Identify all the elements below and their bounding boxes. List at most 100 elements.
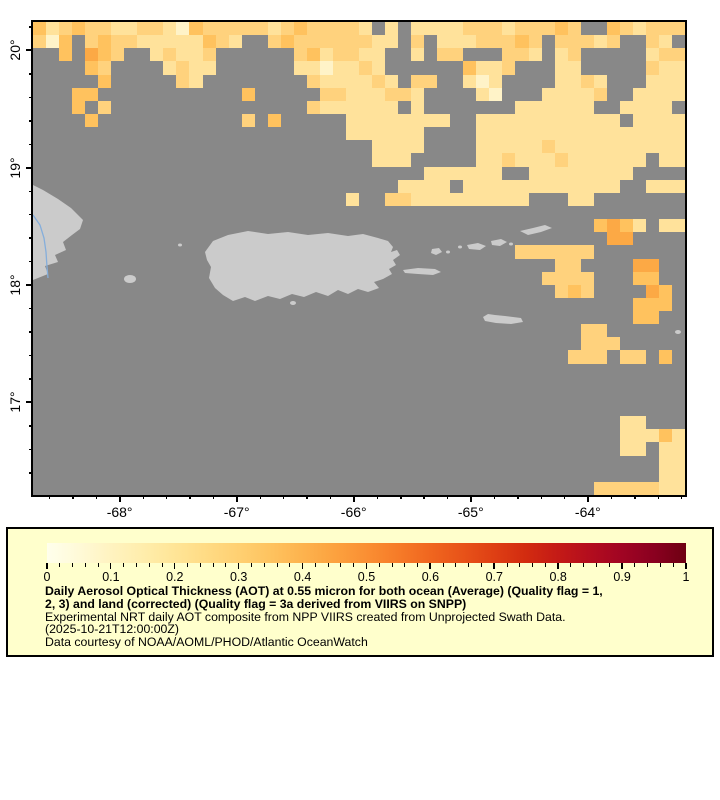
colorbar-major-tick bbox=[237, 563, 240, 569]
aot-cell bbox=[581, 101, 594, 114]
aot-cell bbox=[85, 35, 98, 48]
aot-cell bbox=[176, 48, 189, 61]
aot-cell bbox=[646, 88, 659, 101]
aot-cell bbox=[411, 180, 424, 193]
aot-cell bbox=[633, 101, 646, 114]
aot-cell bbox=[633, 153, 646, 167]
colorbar-minor-tick bbox=[570, 563, 572, 567]
aot-cell bbox=[137, 22, 150, 35]
aot-cell bbox=[424, 193, 437, 206]
lon-minor-tick bbox=[493, 495, 496, 499]
aot-cell bbox=[411, 48, 424, 61]
aot-cell bbox=[137, 35, 150, 48]
colorbar-minor-tick bbox=[583, 563, 585, 567]
aot-cell bbox=[568, 35, 581, 48]
aot-cell bbox=[476, 127, 489, 140]
aot-cell bbox=[646, 259, 659, 272]
aot-cell bbox=[659, 219, 672, 232]
aot-cell bbox=[646, 298, 659, 311]
hispaniola-landmass bbox=[33, 185, 83, 280]
lat-tick-label: 19° bbox=[7, 156, 23, 179]
aot-cell bbox=[633, 127, 646, 140]
aot-cell bbox=[320, 61, 333, 75]
lat-major-tick bbox=[26, 166, 33, 169]
lon-major-tick bbox=[469, 495, 472, 502]
lon-minor-tick bbox=[72, 495, 74, 499]
aot-cell bbox=[307, 75, 320, 88]
aot-cell bbox=[659, 442, 672, 456]
lat-minor-tick bbox=[29, 307, 33, 310]
aot-cell bbox=[450, 48, 463, 61]
aot-cell bbox=[581, 167, 594, 180]
aot-cell bbox=[620, 429, 633, 442]
lon-tick-label: -66° bbox=[340, 504, 367, 520]
aot-cell bbox=[359, 75, 372, 88]
lat-major-tick bbox=[26, 283, 33, 286]
aot-cell bbox=[568, 259, 581, 272]
aot-cell bbox=[568, 140, 581, 153]
aot-cell bbox=[659, 482, 672, 495]
aot-cell bbox=[659, 35, 672, 48]
aot-cell bbox=[111, 48, 124, 61]
legend-box: 0 0.1 0.2 0.3 0.4 0.5 0.6 0.7 0.8 0.9 1 Daily Aero… bbox=[6, 527, 714, 657]
aot-cell bbox=[529, 167, 542, 180]
colorbar-minor-tick bbox=[314, 563, 316, 567]
colorbar-tick-label: 1 bbox=[682, 570, 690, 584]
aot-cell bbox=[581, 75, 594, 88]
aot-cell bbox=[437, 114, 450, 127]
aot-cell bbox=[555, 127, 568, 140]
aot-cell bbox=[463, 61, 476, 75]
colorbar-tick-label: 0.7 bbox=[485, 570, 503, 584]
aot-cell bbox=[424, 180, 437, 193]
aot-cell bbox=[502, 153, 515, 167]
aot-cell bbox=[633, 114, 646, 127]
aot-cell bbox=[372, 61, 385, 75]
colorbar-minor-tick bbox=[148, 563, 150, 567]
aot-cell bbox=[320, 22, 333, 35]
aot-cell bbox=[72, 22, 85, 35]
aot-cell bbox=[502, 22, 515, 35]
aot-cell bbox=[294, 61, 307, 75]
aot-cell bbox=[437, 48, 450, 61]
aot-cell bbox=[633, 219, 646, 232]
aot-cell bbox=[542, 272, 555, 285]
lon-tick-label: -67° bbox=[223, 504, 250, 520]
aot-cell bbox=[620, 219, 633, 232]
lon-minor-tick bbox=[48, 495, 51, 499]
colorbar-minor-tick bbox=[199, 563, 201, 567]
aot-cell bbox=[581, 350, 594, 364]
aot-cell bbox=[333, 61, 346, 75]
aot-cell bbox=[502, 35, 515, 48]
aot-cell bbox=[333, 35, 346, 48]
colorbar-major-tick bbox=[493, 563, 495, 569]
aot-cell bbox=[515, 127, 529, 140]
colorbar-major-tick bbox=[685, 563, 687, 569]
aot-cell bbox=[502, 193, 515, 206]
aot-cell bbox=[463, 167, 476, 180]
aot-cell bbox=[111, 22, 124, 35]
aot-cell bbox=[515, 22, 529, 35]
aot-cell bbox=[489, 35, 502, 48]
aot-cell bbox=[529, 245, 542, 259]
aot-cell bbox=[659, 456, 672, 469]
lon-minor-tick bbox=[634, 495, 636, 499]
aot-cell bbox=[581, 272, 594, 285]
aot-cell bbox=[542, 153, 555, 167]
caption-timestamp: (2025-10-21T12:00:00Z) bbox=[45, 622, 179, 637]
aot-cell bbox=[59, 22, 72, 35]
st-thomas-island bbox=[467, 243, 486, 250]
aot-cell bbox=[646, 127, 659, 140]
aot-cell bbox=[568, 272, 581, 285]
aot-cell bbox=[85, 114, 98, 127]
colorbar-minor-tick bbox=[391, 563, 393, 567]
colorbar-minor-tick bbox=[647, 563, 649, 567]
aot-cell bbox=[581, 285, 594, 298]
aot-cell bbox=[607, 35, 620, 48]
lon-minor-tick bbox=[376, 495, 379, 499]
aot-cell bbox=[659, 153, 672, 167]
aot-cell bbox=[476, 180, 489, 193]
aot-cell bbox=[372, 35, 385, 48]
lon-major-tick bbox=[586, 495, 589, 502]
aot-cell bbox=[385, 153, 398, 167]
small-island bbox=[124, 275, 136, 283]
